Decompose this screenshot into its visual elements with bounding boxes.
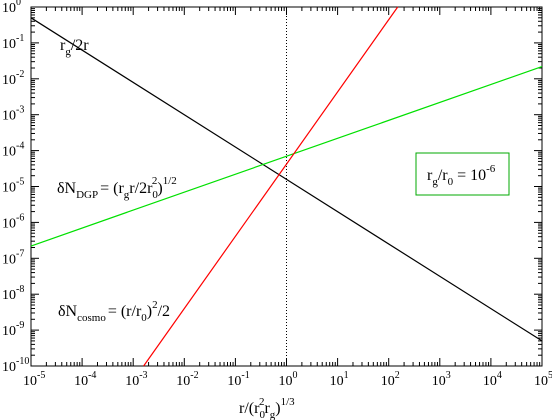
series-cosmo-line: [143, 6, 399, 367]
x-tick-label: 10-4: [74, 370, 96, 389]
x-tick-label: 10-2: [176, 370, 198, 389]
axes: 10-5 10-4 10-3 10-2 10-1 100 101 102 103 104 105 10…: [2, 0, 552, 389]
y-tick-label: 10-4: [2, 141, 24, 160]
y-tick-label: 10-7: [2, 248, 24, 267]
x-tick-label: 101: [330, 370, 349, 389]
annotation-ratio: rg/r0 = 10-6: [427, 163, 496, 188]
series-layer: [30, 6, 543, 367]
ratio-box-border: [415, 152, 510, 196]
annotation-cosmo: δNcosmo = (r/r0)2/2: [58, 299, 170, 324]
y-tick-label: 10-8: [2, 284, 24, 303]
y-tick-label: 10-6: [2, 212, 24, 231]
y-tick-label: 10-9: [2, 320, 24, 339]
x-tick-label: 10-5: [23, 370, 45, 389]
y-tick-label: 10-3: [2, 105, 24, 124]
y-tick-label: 10-5: [2, 177, 24, 196]
x-tick-label: 100: [279, 370, 298, 389]
x-axis-label: r/(r02rg)1/3: [239, 396, 295, 420]
x-tick-label: 103: [432, 370, 451, 389]
x-tick-label: 10-1: [227, 370, 249, 389]
y-tick-label: 10-10: [2, 356, 29, 375]
x-tick-label: 104: [483, 370, 502, 389]
y-tick-label: 10-2: [2, 69, 24, 88]
series-dgp-line: [30, 65, 543, 247]
x-tick-label: 105: [534, 370, 552, 389]
x-tick-label: 10-3: [125, 370, 147, 389]
x-tick-label: 102: [381, 370, 400, 389]
annotation-rg-2r: rg/2r: [60, 37, 89, 58]
y-tick-label: 10-1: [2, 33, 24, 52]
annotation-dgp: δNDGP = (rgr/2r02)1/2: [57, 175, 177, 201]
y-tick-label: 100: [2, 0, 21, 16]
series-rg-2r-line: [30, 17, 543, 342]
